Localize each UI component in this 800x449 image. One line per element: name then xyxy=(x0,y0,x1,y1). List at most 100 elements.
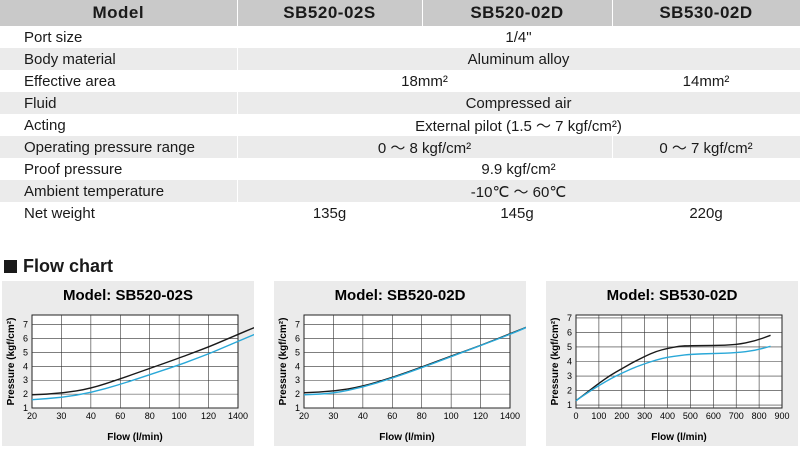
row-value: -10℃ ～ 60℃ xyxy=(237,180,800,202)
row-label: Effective area xyxy=(0,70,238,92)
series-line-black xyxy=(31,327,254,396)
row-label: Port size xyxy=(0,26,238,48)
x-tick-label: 1400 xyxy=(228,411,248,421)
y-tick-label: 7 xyxy=(295,320,300,330)
row-label: Acting xyxy=(0,114,238,136)
row-label: Ambient temperature xyxy=(0,180,238,202)
row-value: External pilot (1.5 ～ 7 kgf/cm²) xyxy=(237,114,800,136)
row-value-sb530: 0 ～ 7 kgf/cm² xyxy=(612,136,800,158)
row-label: Net weight xyxy=(0,202,238,224)
row-port-size: Port size 1/4" xyxy=(0,26,800,48)
row-value: Compressed air xyxy=(237,92,800,114)
x-axis-label: Flow (l/min) xyxy=(107,432,163,443)
row-value-sb530-02d: 220g xyxy=(612,202,800,224)
row-label: Fluid xyxy=(0,92,238,114)
chart-sb520-02d: Model: SB520-02D 20 30 40 60 80 100 120 1400 1 2 3 4… xyxy=(278,287,526,443)
chart-title: Model: SB520-02D xyxy=(335,287,466,304)
x-tick-label: 600 xyxy=(706,411,721,421)
row-operating-pressure: Operating pressure range 0 ～ 8 kgf/cm² 0… xyxy=(0,136,800,158)
x-tick-label: 120 xyxy=(201,411,216,421)
square-bullet-icon xyxy=(4,260,17,273)
row-value: 18mm² xyxy=(237,70,613,92)
y-tick-label: 5 xyxy=(23,347,28,357)
row-body-material: Body material Aluminum alloy xyxy=(0,48,800,70)
y-tick-label: 4 xyxy=(23,361,28,371)
row-net-weight: Net weight 135g 145g 220g xyxy=(0,202,800,224)
y-tick-label: 6 xyxy=(23,334,28,344)
row-label: Operating pressure range xyxy=(0,136,238,158)
y-tick-label: 3 xyxy=(567,371,572,381)
row-value: 1/4" xyxy=(237,26,800,48)
row-acting: Acting External pilot (1.5 ～ 7 kgf/cm²) xyxy=(0,114,800,136)
y-axis-label: Pressure (kgf/cm²) xyxy=(550,318,561,406)
y-tick-label: 2 xyxy=(295,389,300,399)
x-tick-label: 800 xyxy=(752,411,767,421)
x-tick-label: 400 xyxy=(660,411,675,421)
y-tick-label: 5 xyxy=(295,347,300,357)
x-tick-label: 300 xyxy=(637,411,652,421)
x-tick-label: 1400 xyxy=(500,411,520,421)
spec-table: Model SB520-02S SB520-02D SB530-02D Port… xyxy=(0,0,800,224)
y-axis-label: Pressure (kgf/cm²) xyxy=(6,318,17,406)
spec-header-row: Model SB520-02S SB520-02D SB530-02D xyxy=(0,0,800,26)
row-value-sb520-02d: 145g xyxy=(422,202,613,224)
series-line-blue xyxy=(303,326,526,396)
y-tick-label: 4 xyxy=(295,361,300,371)
header-sb520-02d: SB520-02D xyxy=(422,0,613,26)
header-sb520-02s: SB520-02S xyxy=(237,0,423,26)
chart-title: Model: SB530-02D xyxy=(607,287,738,304)
x-tick-label: 30 xyxy=(56,411,66,421)
series-line-black xyxy=(575,334,771,402)
y-tick-label: 3 xyxy=(295,375,300,385)
row-value-sb520-02s: 135g xyxy=(237,202,423,224)
y-tick-label: 1 xyxy=(567,400,572,410)
x-tick-label: 60 xyxy=(387,411,397,421)
x-tick-label: 40 xyxy=(86,411,96,421)
y-tick-label: 5 xyxy=(567,342,572,352)
row-proof-pressure: Proof pressure 9.9 kgf/cm² xyxy=(0,158,800,180)
x-tick-label: 40 xyxy=(358,411,368,421)
x-axis-label: Flow (l/min) xyxy=(651,432,707,443)
y-tick-label: 4 xyxy=(567,357,572,367)
x-tick-label: 100 xyxy=(444,411,459,421)
x-tick-label: 20 xyxy=(27,411,37,421)
chart-panel-sb530-02d: Model: SB530-02D 0 100 200 300 400 500 600 700 80… xyxy=(546,281,798,446)
flow-chart-title: Flow chart xyxy=(23,256,114,276)
y-tick-label: 1 xyxy=(295,403,300,413)
row-ambient-temperature: Ambient temperature -10℃ ～ 60℃ xyxy=(0,180,800,202)
x-axis-label: Flow (l/min) xyxy=(379,432,435,443)
y-tick-label: 2 xyxy=(23,389,28,399)
row-effective-area: Effective area 18mm² 14mm² xyxy=(0,70,800,92)
y-tick-label: 2 xyxy=(567,386,572,396)
chart-sb520-02s: Model: SB520-02S 20 30 40 60 80 100 120 1400 1 2 3 4… xyxy=(6,287,254,443)
x-tick-label: 900 xyxy=(774,411,789,421)
x-tick-label: 80 xyxy=(145,411,155,421)
y-tick-label: 6 xyxy=(295,334,300,344)
x-tick-label: 80 xyxy=(417,411,427,421)
chart-panel-sb520-02s: Model: SB520-02S 20 30 40 60 80 100 120 1400 1 2 3 4… xyxy=(2,281,254,446)
x-tick-label: 100 xyxy=(591,411,606,421)
row-value: 0 ～ 8 kgf/cm² xyxy=(237,136,613,158)
chart-title: Model: SB520-02S xyxy=(63,287,193,304)
x-tick-label: 500 xyxy=(683,411,698,421)
y-tick-label: 1 xyxy=(23,403,28,413)
header-sb530-02d: SB530-02D xyxy=(612,0,800,26)
row-label: Proof pressure xyxy=(0,158,238,180)
x-tick-label: 120 xyxy=(473,411,488,421)
x-tick-label: 100 xyxy=(172,411,187,421)
row-value: Aluminum alloy xyxy=(237,48,800,70)
x-tick-label: 20 xyxy=(299,411,309,421)
x-tick-label: 60 xyxy=(115,411,125,421)
x-tick-label: 0 xyxy=(573,411,578,421)
x-tick-label: 700 xyxy=(729,411,744,421)
y-tick-label: 7 xyxy=(567,313,572,323)
row-label: Body material xyxy=(0,48,238,70)
chart-sb530-02d: Model: SB530-02D 0 100 200 300 400 500 600 700 80… xyxy=(550,287,790,443)
x-tick-label: 30 xyxy=(328,411,338,421)
chart-panel-sb520-02d: Model: SB520-02D 20 30 40 60 80 100 120 1400 1 2 3 4… xyxy=(274,281,526,446)
flow-chart-heading: Flow chart xyxy=(4,256,113,277)
x-tick-label: 200 xyxy=(614,411,629,421)
row-fluid: Fluid Compressed air xyxy=(0,92,800,114)
y-tick-label: 6 xyxy=(567,327,572,337)
header-model: Model xyxy=(0,0,238,26)
